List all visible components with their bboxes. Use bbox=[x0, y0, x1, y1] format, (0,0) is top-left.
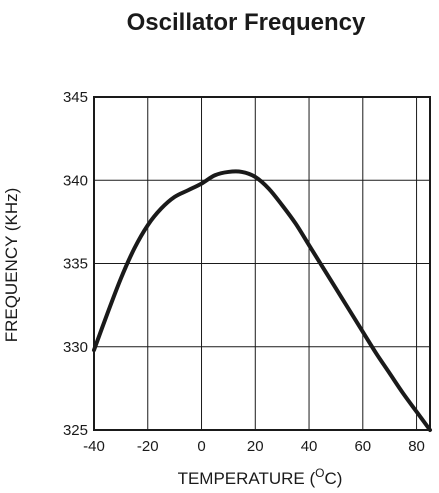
plot-frame bbox=[93, 96, 431, 431]
y-tick-label: 345 bbox=[63, 89, 88, 106]
x-axis-label-suffix: C) bbox=[324, 469, 342, 488]
y-tick-label: 335 bbox=[63, 256, 88, 273]
x-tick-label: -40 bbox=[83, 438, 105, 455]
x-axis-label: TEMPERATURE (OC) bbox=[178, 466, 343, 488]
x-tick-label: 80 bbox=[408, 438, 425, 455]
x-axis-label-prefix: TEMPERATURE ( bbox=[178, 469, 316, 488]
x-tick-label: 0 bbox=[197, 438, 205, 455]
series-line bbox=[92, 169, 432, 432]
series-layer bbox=[92, 169, 432, 432]
x-tick-labels: -40 -20 0 20 40 60 80 bbox=[83, 438, 425, 455]
y-tick-label: 340 bbox=[63, 172, 88, 189]
x-tick-label: 60 bbox=[354, 438, 371, 455]
x-axis-label-degree: O bbox=[315, 466, 324, 480]
y-tick-label: 330 bbox=[63, 339, 88, 356]
y-axis-label: FREQUENCY (KHz) bbox=[2, 188, 21, 343]
x-tick-label: -20 bbox=[137, 438, 159, 455]
x-tick-label: 20 bbox=[247, 438, 264, 455]
x-tick-label: 40 bbox=[301, 438, 318, 455]
chart-title: Oscillator Frequency bbox=[127, 9, 366, 36]
y-tick-labels: 325 330 335 340 345 bbox=[63, 89, 88, 439]
y-tick-label: 325 bbox=[63, 422, 88, 439]
grid bbox=[93, 96, 430, 431]
